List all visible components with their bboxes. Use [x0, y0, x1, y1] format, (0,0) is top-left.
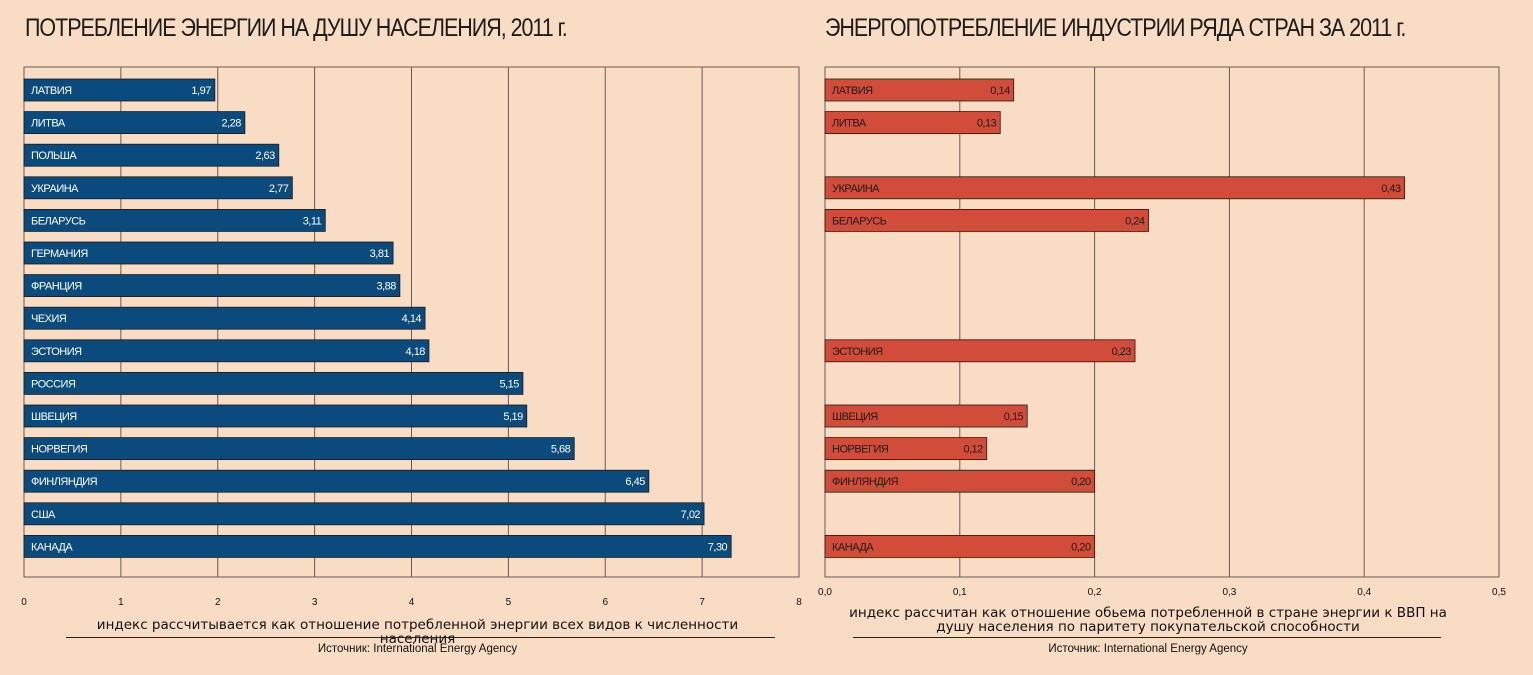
right-value-label: 0,24	[1125, 215, 1145, 227]
right-bar	[824, 535, 1096, 558]
right-tick-label: 0,0	[818, 587, 832, 598]
left-category-label: ПОЛЬША	[31, 150, 77, 162]
right-category-label: ЛИТВА	[832, 118, 867, 130]
left-value-label: 2,63	[255, 150, 275, 162]
right-category-label: ЛАТВИЯ	[832, 85, 873, 97]
right-category-label: КАНАДА	[832, 541, 874, 553]
left-tick-label: 2	[215, 597, 221, 608]
chart-right-source: Источник: International Energy Agency	[1048, 643, 1248, 655]
right-tick-label: 0,4	[1357, 587, 1371, 598]
left-bar	[23, 111, 246, 134]
right-bar	[824, 404, 1028, 428]
left-value-label: 2,77	[269, 183, 289, 195]
right-bar	[824, 437, 988, 461]
left-category-label: ГЕРМАНИЯ	[31, 248, 88, 260]
left-category-label: НОРВЕГИЯ	[31, 444, 88, 456]
left-bar	[23, 502, 705, 526]
left-bar	[23, 404, 528, 428]
right-value-label: 0,14	[990, 85, 1010, 97]
chart-left-source: Источник: International Energy Agency	[317, 643, 518, 655]
left-value-label: 5,19	[503, 411, 523, 423]
left-category-label: ЛИТВА	[31, 118, 66, 130]
right-bar	[824, 339, 1136, 363]
right-bar	[824, 176, 1406, 200]
right-value-label: 0,20	[1071, 476, 1091, 488]
left-tick-label: 7	[699, 597, 705, 608]
right-category-label: БЕЛАРУСЬ	[832, 215, 887, 227]
right-bar	[824, 111, 1001, 134]
left-category-label: БЕЛАРУСЬ	[31, 215, 86, 227]
right-category-label: НОРВЕГИЯ	[832, 444, 889, 456]
left-value-label: 3,88	[376, 281, 396, 293]
left-value-label: 5,15	[499, 378, 519, 390]
left-value-label: 3,11	[303, 215, 322, 227]
left-bar	[23, 437, 575, 461]
chart-left-note: индекс рассчитывается как отношение потр…	[96, 617, 739, 647]
right-bar	[824, 78, 1015, 102]
right-tick-label: 0,5	[1492, 587, 1506, 598]
left-bar	[23, 371, 524, 395]
left-value-label: 4,18	[406, 346, 426, 358]
right-value-label: 0,13	[977, 118, 997, 130]
left-category-label: КАНАДА	[31, 541, 73, 553]
left-value-label: 7,30	[708, 541, 728, 553]
right-tick-label: 0,2	[1088, 587, 1102, 598]
right-tick-label: 0,3	[1222, 587, 1236, 598]
right-bar	[824, 208, 1149, 232]
left-value-label: 5,68	[551, 444, 571, 456]
right-category-label: ЭСТОНИЯ	[832, 346, 883, 358]
right-category-label: ШВЕЦИЯ	[832, 411, 878, 423]
left-tick-label: 4	[409, 597, 415, 608]
left-value-label: 3,81	[370, 248, 390, 260]
left-category-label: РОССИЯ	[31, 378, 76, 390]
right-value-label: 0,43	[1381, 183, 1401, 195]
left-bar	[23, 176, 293, 200]
right-category-label: ФИНЛЯНДИЯ	[832, 476, 899, 488]
left-category-label: ЛАТВИЯ	[31, 85, 72, 97]
left-tick-label: 0	[21, 597, 27, 608]
left-category-label: США	[31, 509, 56, 521]
chart-right-note-rule	[853, 637, 1441, 638]
right-value-label: 0,20	[1071, 541, 1091, 553]
chart-right-note: индекс рассчитан как отношение обьема по…	[849, 605, 1447, 635]
left-tick-label: 3	[312, 597, 318, 608]
right-value-label: 0,15	[1004, 411, 1024, 423]
left-bar	[23, 78, 216, 102]
left-bar	[23, 274, 401, 298]
left-category-label: ЭСТОНИЯ	[31, 346, 82, 358]
left-bar	[23, 339, 430, 363]
left-category-label: ФРАНЦИЯ	[31, 281, 82, 293]
left-tick-label: 8	[796, 597, 802, 608]
left-bar	[23, 241, 394, 265]
left-value-label: 4,14	[402, 313, 422, 325]
left-tick-label: 1	[118, 597, 124, 608]
left-value-label: 7,02	[681, 509, 701, 521]
left-category-label: ШВЕЦИЯ	[31, 411, 77, 423]
left-value-label: 1,97	[191, 85, 211, 97]
left-bar	[23, 535, 732, 558]
left-value-label: 2,28	[221, 118, 241, 130]
right-value-label: 0,23	[1112, 346, 1132, 358]
left-bar	[23, 306, 426, 330]
left-tick-label: 6	[602, 597, 608, 608]
left-bar	[23, 469, 650, 493]
chart-right-title: ЭНЕРГОПОТРЕБЛЕНИЕ ИНДУСТРИИ РЯДА СТРАН З…	[825, 14, 1406, 42]
right-category-label: УКРАИНА	[832, 183, 880, 195]
left-bar	[23, 143, 280, 167]
right-bar	[824, 469, 1096, 493]
left-category-label: ФИНЛЯНДИЯ	[31, 476, 98, 488]
right-tick-label: 0,1	[953, 587, 967, 598]
left-category-label: ЧЕХИЯ	[31, 313, 67, 325]
left-tick-label: 5	[506, 597, 512, 608]
chart-left-note-rule	[66, 637, 775, 638]
chart-left-title: ПОТРЕБЛЕНИЕ ЭНЕРГИИ НА ДУШУ НАСЕЛЕНИЯ, 2…	[25, 14, 568, 42]
left-bar	[23, 208, 326, 232]
left-value-label: 6,45	[625, 476, 645, 488]
right-plot-frame	[824, 66, 1500, 578]
left-category-label: УКРАИНА	[31, 183, 79, 195]
right-value-label: 0,12	[963, 444, 983, 456]
